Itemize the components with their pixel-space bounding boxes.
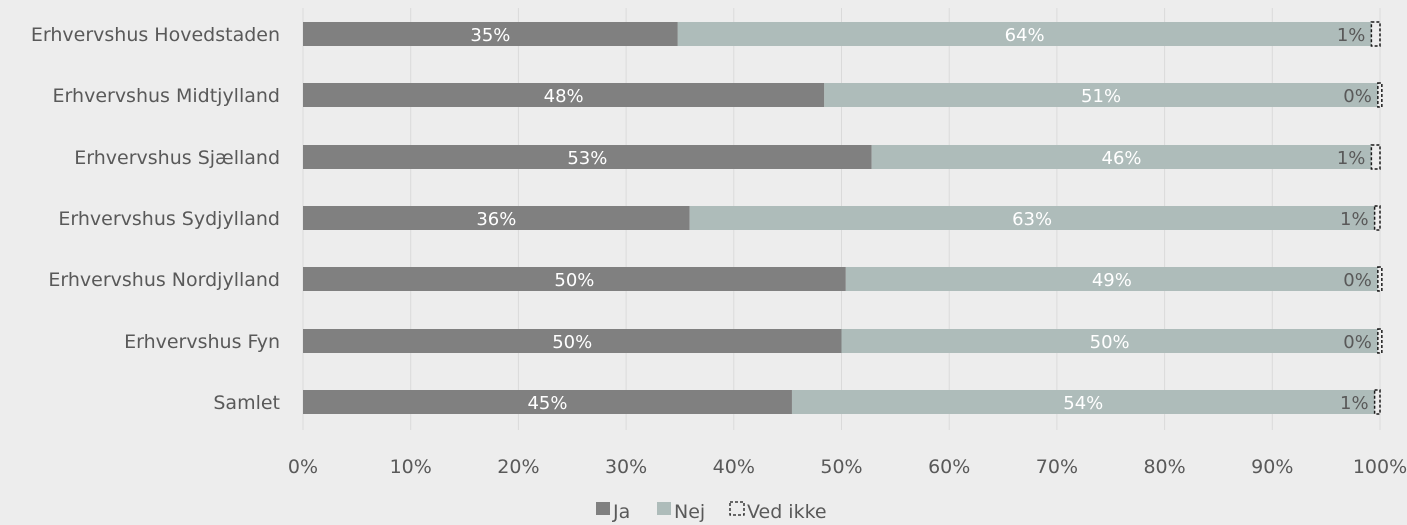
x-tick-label: 80% [1143, 456, 1185, 478]
bars: 35% 64% 1% 48% 51% 0% 53% 46% 1% 36% 63% 1% 50% 49% 0%… [303, 21, 1383, 415]
data-label-ved-ikke: 1% [1340, 209, 1369, 230]
legend-swatch-ved-ikke [729, 501, 745, 516]
data-label-ja: 50% [554, 270, 594, 291]
data-label-nej: 63% [1012, 209, 1052, 230]
bar-ja [303, 329, 842, 353]
bar-nej [824, 83, 1378, 107]
data-label-ved-ikke: 0% [1343, 332, 1372, 353]
bar-ja [303, 145, 872, 169]
bar-ved-ikke [1373, 205, 1381, 231]
category-label: Erhvervshus Sjælland [74, 147, 280, 169]
data-label-nej: 46% [1102, 148, 1142, 169]
bar-ved-ikke [1377, 82, 1383, 108]
data-label-ja: 48% [544, 86, 584, 107]
data-label-ved-ikke: 0% [1343, 270, 1372, 291]
x-tick-label: 100% [1353, 456, 1407, 478]
data-label-ja: 36% [476, 209, 516, 230]
x-tick-label: 0% [288, 456, 318, 478]
category-labels: Erhvervshus Hovedstaden Erhvervshus Midtj… [31, 24, 280, 414]
x-tick-label: 20% [497, 456, 539, 478]
data-label-ja: 45% [527, 393, 567, 414]
bar-ja [303, 83, 825, 107]
category-label: Samlet [213, 392, 280, 414]
legend: Ja Nej Ved ikke [596, 501, 827, 523]
bar-ja [303, 390, 792, 414]
legend-label-ved-ikke: Ved ikke [747, 501, 827, 523]
data-label-ved-ikke: 1% [1340, 393, 1369, 414]
bar-nej [845, 267, 1378, 291]
data-label-ved-ikke: 1% [1337, 148, 1366, 169]
bar-ja [303, 267, 846, 291]
legend-swatch-ja [596, 502, 610, 515]
data-label-ja: 53% [567, 148, 607, 169]
category-label: Erhvervshus Fyn [124, 331, 280, 353]
x-tick-label: 40% [713, 456, 755, 478]
category-label: Erhvervshus Sydjylland [58, 208, 280, 230]
bar-ved-ikke [1373, 389, 1381, 415]
data-label-nej: 54% [1063, 393, 1103, 414]
bar-ved-ikke [1377, 266, 1383, 292]
bar-ved-ikke [1370, 21, 1381, 47]
x-tick-label: 10% [390, 456, 432, 478]
legend-label-nej: Nej [674, 501, 705, 523]
x-tick-label: 30% [605, 456, 647, 478]
data-label-nej: 49% [1092, 270, 1132, 291]
bar-ved-ikke [1370, 144, 1381, 170]
data-label-nej: 64% [1005, 25, 1045, 46]
x-tick-label: 70% [1036, 456, 1078, 478]
data-label-nej: 50% [1090, 332, 1130, 353]
bar-nej [791, 390, 1375, 414]
legend-swatch-nej [657, 502, 671, 515]
category-label: Erhvervshus Midtjylland [53, 85, 280, 107]
bar-ja [303, 206, 690, 230]
category-label: Erhvervshus Nordjylland [48, 269, 280, 291]
x-axis-ticks: 0% 10% 20% 30% 40% 50% 60% 70% 80% 90% 100% [288, 456, 1407, 478]
bar-nej [689, 206, 1375, 230]
x-tick-label: 50% [820, 456, 862, 478]
legend-label-ja: Ja [612, 501, 630, 523]
category-label: Erhvervshus Hovedstaden [31, 24, 280, 46]
x-tick-label: 60% [928, 456, 970, 478]
bar-nej [871, 145, 1372, 169]
data-label-ja: 50% [552, 332, 592, 353]
data-label-ved-ikke: 1% [1337, 25, 1366, 46]
bar-ved-ikke [1377, 328, 1383, 354]
data-label-nej: 51% [1081, 86, 1121, 107]
x-tick-label: 90% [1251, 456, 1293, 478]
bar-nej [841, 329, 1378, 353]
bar-ja [303, 22, 678, 46]
bar-nej [677, 22, 1372, 46]
data-label-ved-ikke: 0% [1343, 86, 1372, 107]
data-label-ja: 35% [470, 25, 510, 46]
